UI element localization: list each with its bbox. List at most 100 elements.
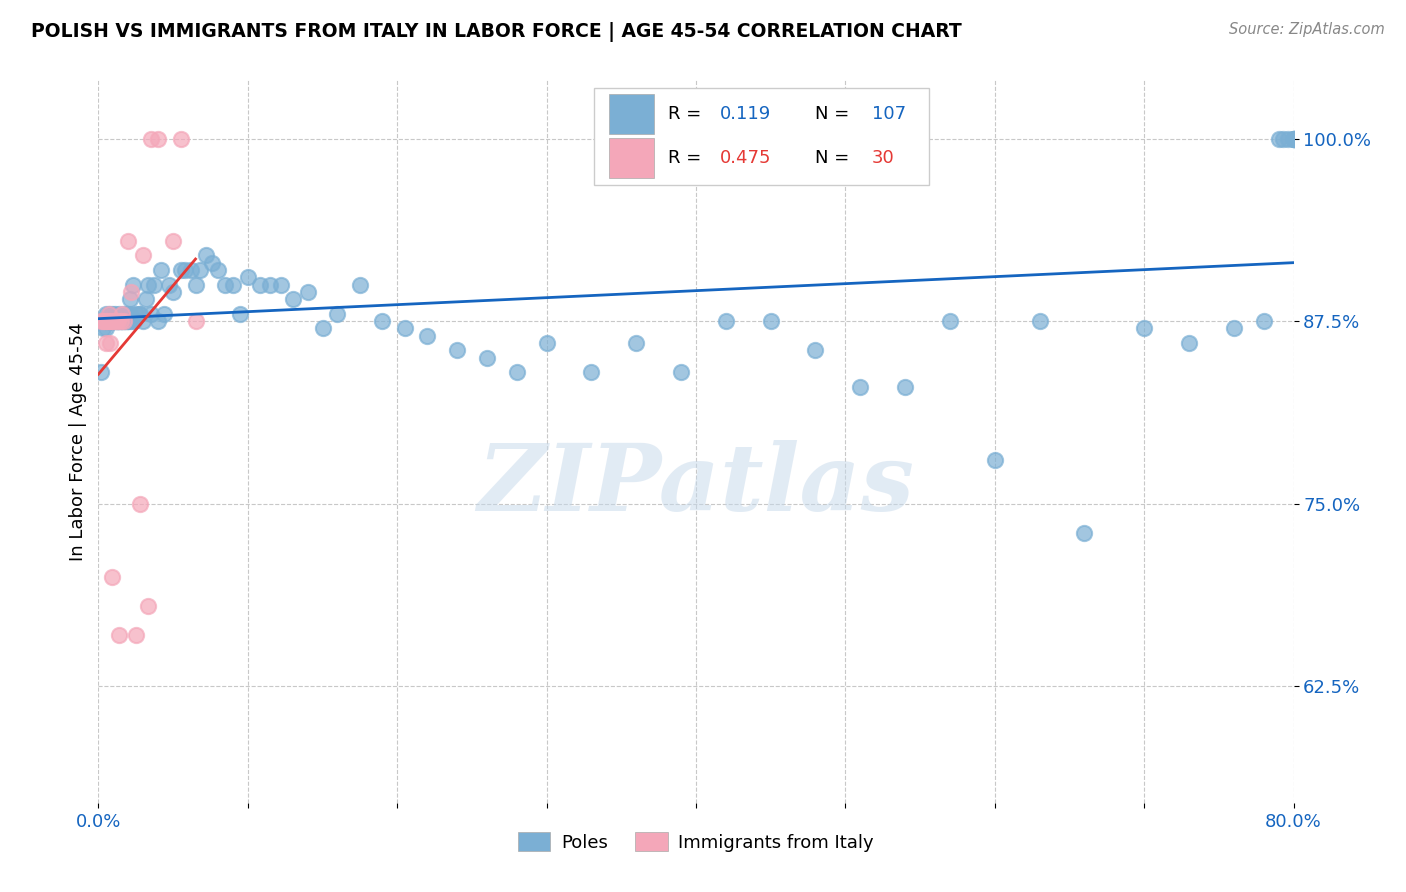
Point [939, 314, 962, 328]
Point [984, 452, 1007, 467]
Point [759, 314, 782, 328]
Point [101, 314, 124, 328]
Point [120, 314, 142, 328]
Point [129, 307, 152, 321]
Point [108, 628, 131, 642]
Point [349, 277, 371, 292]
Point [222, 277, 245, 292]
Point [804, 343, 827, 358]
Point [626, 336, 648, 351]
Point [128, 307, 150, 321]
Point [121, 277, 143, 292]
Point [114, 314, 136, 328]
Point [94, 321, 117, 335]
Point [94, 314, 117, 328]
Point [1282, 131, 1305, 145]
Text: ZIPatlas: ZIPatlas [478, 440, 914, 530]
FancyBboxPatch shape [609, 138, 654, 178]
Text: 0.119: 0.119 [720, 105, 770, 123]
Point [98, 314, 122, 328]
Point [229, 307, 252, 321]
Point [98, 314, 122, 328]
Point [115, 314, 138, 328]
Point [103, 314, 125, 328]
Point [90, 314, 112, 328]
Point [107, 314, 129, 328]
Point [125, 628, 148, 642]
Point [91, 314, 114, 328]
Point [169, 263, 191, 277]
Point [103, 314, 125, 328]
Point [1028, 314, 1050, 328]
Point [849, 380, 872, 394]
Point [105, 314, 128, 328]
Point [1277, 131, 1299, 145]
Point [150, 263, 173, 277]
Text: R =: R = [668, 105, 702, 123]
Point [110, 314, 132, 328]
Point [93, 314, 115, 328]
Point [94, 336, 117, 351]
Point [97, 314, 120, 328]
Point [101, 307, 124, 321]
Point [98, 314, 122, 328]
Point [1282, 131, 1305, 145]
Point [117, 234, 139, 248]
Point [148, 131, 170, 145]
Point [1282, 131, 1305, 145]
Point [157, 277, 180, 292]
Point [90, 365, 112, 379]
Point [669, 365, 692, 379]
Point [104, 314, 127, 328]
Point [108, 307, 131, 321]
Point [111, 307, 134, 321]
Point [371, 314, 394, 328]
Point [105, 314, 128, 328]
Point [506, 365, 529, 379]
Point [148, 314, 170, 328]
Point [103, 314, 125, 328]
Point [115, 307, 138, 321]
Text: 107: 107 [872, 105, 905, 123]
Point [110, 314, 132, 328]
Point [188, 263, 211, 277]
Text: N =: N = [815, 105, 849, 123]
Point [107, 314, 129, 328]
Point [132, 314, 155, 328]
Point [169, 131, 191, 145]
Point [118, 292, 141, 306]
Text: R =: R = [668, 149, 702, 167]
Point [311, 321, 333, 335]
Point [97, 307, 120, 321]
Point [111, 314, 134, 328]
Point [120, 285, 142, 299]
Point [101, 314, 124, 328]
Point [97, 314, 120, 328]
Point [136, 599, 159, 613]
Point [259, 277, 281, 292]
Point [112, 307, 135, 321]
Point [93, 314, 115, 328]
FancyBboxPatch shape [595, 87, 929, 185]
Point [91, 321, 114, 335]
Point [184, 277, 207, 292]
Point [153, 307, 176, 321]
Point [139, 307, 162, 321]
Point [125, 307, 148, 321]
Point [207, 263, 229, 277]
Point [136, 277, 159, 292]
Point [236, 270, 259, 285]
Point [101, 569, 124, 583]
Point [1267, 131, 1289, 145]
Point [162, 285, 184, 299]
Point [1282, 131, 1305, 145]
Point [129, 497, 152, 511]
Point [117, 314, 139, 328]
Point [1178, 336, 1201, 351]
Point [112, 314, 135, 328]
Point [536, 336, 558, 351]
Point [107, 314, 129, 328]
Point [96, 314, 118, 328]
Point [110, 314, 132, 328]
Point [195, 248, 218, 262]
